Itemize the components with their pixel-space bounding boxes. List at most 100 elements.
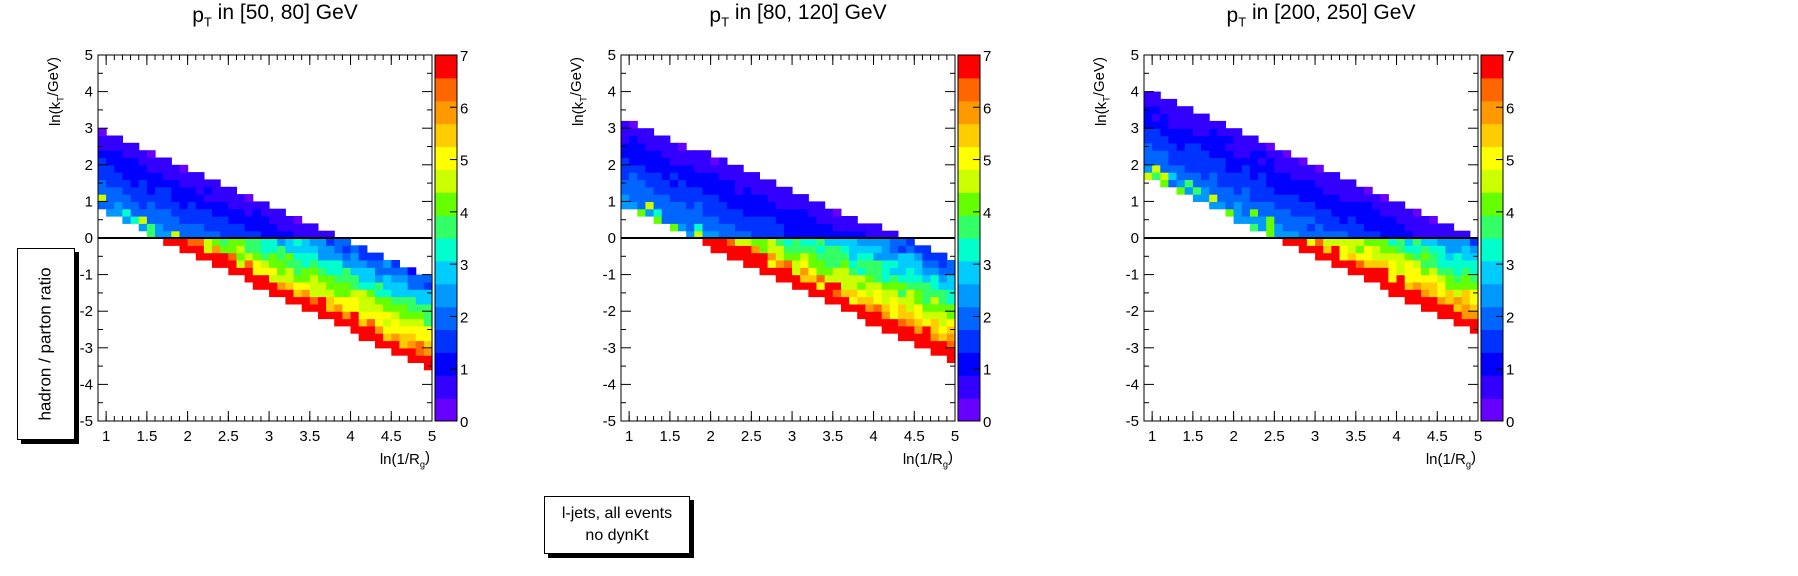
heatmap-cell: [645, 179, 655, 188]
heatmap-cell: [1453, 238, 1463, 246]
heatmap-cell: [1266, 194, 1275, 202]
heatmap-cell: [244, 267, 254, 276]
heatmap-cell: [399, 289, 409, 298]
heatmap-cell: [751, 230, 760, 239]
heatmap-cell: [857, 260, 866, 268]
heatmap-cell: [326, 252, 335, 261]
heatmap-cell: [1176, 157, 1186, 166]
heatmap-cell: [236, 260, 246, 268]
heatmap-cell: [350, 325, 360, 334]
heatmap-cell: [1282, 238, 1292, 246]
heatmap-cell: [155, 186, 164, 195]
heatmap-cell: [849, 260, 858, 268]
heatmap-cell: [195, 172, 205, 180]
heatmap-cell: [1201, 164, 1210, 173]
heatmap-cell: [743, 186, 752, 195]
heatmap-cell: [621, 157, 630, 166]
heatmap-cell: [1331, 223, 1341, 232]
heatmap-cell: [220, 223, 229, 232]
heatmap-cell: [849, 274, 858, 283]
heatmap-cell: [767, 252, 777, 261]
heatmap-cell: [735, 164, 744, 173]
heatmap-cell: [1192, 128, 1202, 137]
heatmap-cell: [824, 245, 834, 254]
heatmap-cell: [260, 267, 270, 276]
heatmap-cell: [1339, 238, 1349, 246]
heatmap-cell: [285, 260, 295, 268]
heatmap-cell: [342, 267, 352, 276]
heatmap-cell: [155, 223, 164, 232]
heatmap-cell: [203, 223, 213, 232]
heatmap-cell: [857, 252, 866, 261]
heatmap-cell: [350, 260, 360, 268]
heatmap-cell: [751, 201, 760, 210]
heatmap-cell: [759, 245, 769, 254]
heatmap-cell: [1380, 223, 1389, 232]
heatmap-cell: [146, 208, 156, 217]
heatmap-cell: [857, 274, 866, 283]
heatmap-cell: [645, 172, 655, 180]
heatmap-cell: [775, 208, 785, 217]
heatmap-cell: [889, 281, 899, 290]
heatmap-cell: [637, 164, 646, 173]
heatmap-cell: [220, 194, 229, 202]
heatmap-cell: [678, 150, 687, 159]
color-scale-swatch: [1481, 100, 1503, 125]
color-scale-frame: [957, 54, 981, 422]
color-scale-swatch: [435, 215, 457, 239]
heatmap-cell: [383, 311, 392, 320]
heatmap-cell: [735, 179, 744, 188]
heatmap-cell: [220, 260, 229, 268]
heatmap-cell: [1168, 120, 1178, 129]
heatmap-cell: [718, 245, 728, 254]
heatmap-cell: [171, 223, 180, 232]
heatmap-cell: [710, 245, 720, 254]
heatmap-cell: [767, 245, 777, 254]
heatmap-cell: [269, 289, 278, 298]
heatmap-cell: [195, 194, 205, 202]
heatmap-cell: [1323, 252, 1332, 261]
heatmap-cell: [1421, 267, 1430, 276]
heatmap-cell: [179, 164, 189, 173]
heatmap-cell: [938, 267, 948, 276]
heatmap-cell: [122, 172, 132, 180]
heatmap-cell: [938, 281, 948, 290]
panel-title: pT in [80, 120] GeV: [709, 1, 886, 29]
heatmap-cell: [767, 208, 777, 217]
heatmap-cell: [293, 289, 303, 298]
heatmap-cell: [399, 333, 409, 342]
heatmap-cell: [155, 172, 164, 180]
heatmap-cell: [260, 274, 270, 283]
heatmap-cell: [114, 172, 123, 180]
heatmap-cell: [1380, 274, 1389, 283]
color-scale-swatch: [435, 260, 457, 285]
heatmap-cell: [1347, 216, 1357, 224]
heatmap-cell: [1266, 223, 1275, 232]
heatmap-cell: [1412, 260, 1422, 268]
heatmap-cell: [637, 186, 646, 195]
heatmap-cell: [1184, 150, 1194, 159]
heatmap-cell: [171, 230, 180, 239]
x-tick-label: 4: [1392, 428, 1400, 445]
heatmap-cell: [653, 142, 663, 151]
heatmap-cell: [269, 260, 278, 268]
heatmap-cell: [187, 238, 197, 246]
heatmap-cell: [358, 274, 368, 283]
heatmap-cell: [301, 223, 311, 232]
heatmap-cell: [841, 238, 850, 246]
heatmap-cell: [1233, 216, 1243, 224]
heatmap-cell: [146, 157, 156, 166]
heatmap-cell: [171, 164, 180, 173]
heatmap-cell: [1412, 238, 1422, 246]
heatmap-cell: [163, 223, 172, 232]
heatmap-cell: [816, 281, 826, 290]
heatmap-cell: [1469, 267, 1479, 276]
heatmap-cell: [1209, 157, 1218, 166]
heatmap-cell: [1412, 274, 1422, 283]
heatmap-cell: [1290, 223, 1300, 232]
heatmap-cell: [415, 340, 425, 349]
heatmap-cell: [1404, 267, 1414, 276]
heatmap-cell: [1249, 194, 1259, 202]
heatmap-cell: [914, 303, 923, 312]
heatmap-cell: [710, 186, 720, 195]
